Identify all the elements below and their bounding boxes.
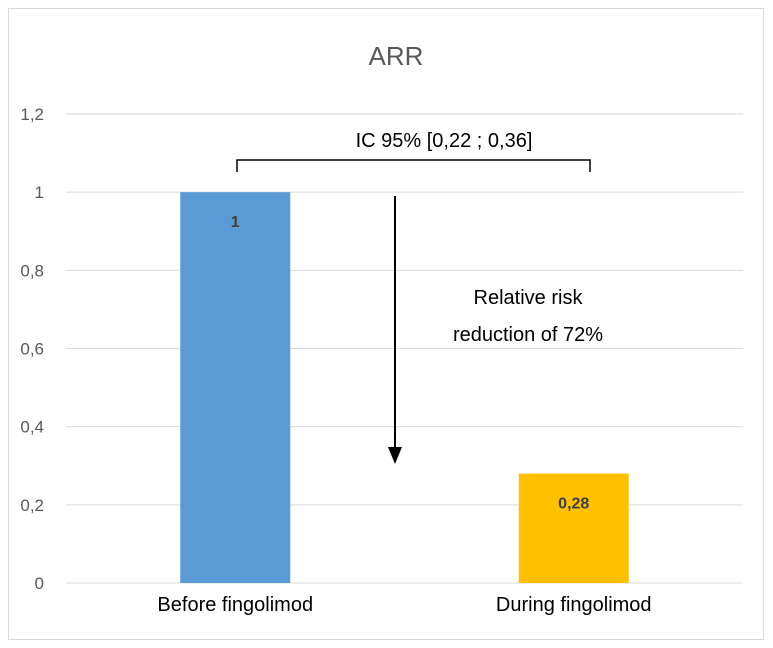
data-label: 1 (231, 214, 240, 231)
chart-title: ARR (369, 41, 424, 71)
y-tick-label: 0,8 (20, 261, 44, 280)
bar (518, 473, 629, 583)
y-tick-label: 1,2 (20, 105, 44, 124)
x-category-label: During fingolimod (496, 594, 652, 616)
x-axis-category-labels: Before fingolimod During fingolimod (157, 594, 651, 616)
reduction-label-line2: reduction of 72% (453, 324, 603, 346)
bars: 10,28 (180, 192, 629, 583)
confidence-interval-label: IC 95% [0,22 ; 0,36] (356, 130, 533, 152)
data-label: 0,28 (558, 496, 589, 513)
reduction-label-line1: Relative risk (474, 287, 584, 309)
y-tick-label: 0,2 (20, 496, 44, 515)
confidence-interval-bracket (236, 159, 591, 172)
chart-border (8, 8, 764, 640)
y-tick-label: 0,6 (20, 340, 44, 359)
bar (180, 192, 291, 583)
y-tick-label: 0 (35, 574, 44, 593)
annotations: IC 95% [0,22 ; 0,36] Relative risk reduc… (236, 130, 603, 464)
x-category-label: Before fingolimod (157, 594, 313, 616)
reduction-arrow-head (388, 447, 402, 464)
y-tick-label: 1 (35, 183, 44, 202)
gridlines (66, 113, 743, 584)
y-tick-label: 0,4 (20, 418, 44, 437)
y-axis-tick-labels: 0 0,2 0,4 0,6 0,8 1 1,2 (20, 105, 44, 593)
